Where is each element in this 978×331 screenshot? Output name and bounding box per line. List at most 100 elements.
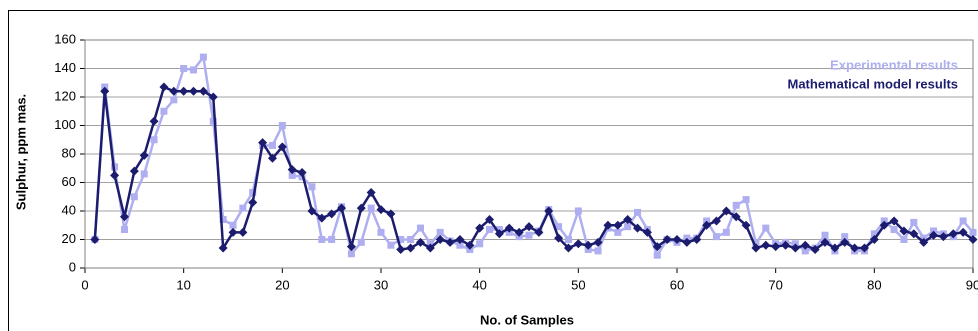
marker [347,250,355,258]
marker [198,86,208,96]
marker [830,243,840,253]
x-tick-label: 30 [374,277,388,292]
x-tick-label: 80 [867,277,881,292]
x-tick-label: 40 [472,277,486,292]
marker [948,229,958,239]
marker [938,232,948,242]
marker [139,150,149,160]
marker [278,122,286,129]
marker [425,243,435,253]
marker [869,235,879,244]
marker [573,239,583,249]
marker [120,226,128,234]
marker [900,236,908,243]
marker [397,236,405,243]
marker [790,243,800,253]
marker [346,242,356,252]
marker [140,170,148,178]
marker [890,226,898,234]
marker [407,236,415,243]
marker [170,96,178,104]
marker [119,212,129,222]
y-tick-label: 160 [54,31,76,46]
marker [919,237,929,247]
marker [485,215,495,225]
marker [486,226,494,234]
marker [642,227,652,237]
marker [958,227,968,237]
marker [870,230,878,238]
marker [722,228,730,236]
marker [376,205,386,215]
marker [820,237,830,247]
marker [821,231,829,239]
marker [387,241,395,249]
marker [494,229,504,239]
marker [741,220,751,230]
marker [771,242,781,252]
marker [593,237,603,247]
marker [583,240,593,250]
marker [624,223,632,231]
marker [208,92,218,102]
marker [445,237,455,247]
marker [889,216,899,226]
marker [435,235,445,244]
marker [879,220,889,230]
marker [781,240,791,250]
legend-label: Experimental results [830,57,958,72]
marker [180,65,188,72]
marker [209,117,217,125]
marker [544,206,554,216]
marker [327,209,337,219]
marker [732,201,740,209]
marker [555,223,563,231]
marker [672,235,682,244]
marker [149,116,159,126]
marker [357,238,365,246]
x-tick-label: 20 [275,277,289,292]
marker [396,244,406,254]
y-tick-label: 100 [54,117,76,132]
marker [248,197,258,207]
marker [456,241,464,249]
marker [594,247,602,255]
marker [189,86,199,96]
x-tick-label: 60 [670,277,684,292]
y-tick-label: 40 [62,202,76,217]
marker [239,204,247,212]
marker [199,53,207,61]
marker [190,66,198,74]
marker [959,217,967,225]
y-tick-label: 140 [54,60,76,75]
marker [840,237,850,247]
marker [377,228,385,236]
marker [297,168,307,178]
marker [712,233,720,241]
marker [514,227,524,237]
marker [524,222,534,232]
marker [504,223,514,233]
marker [969,228,977,236]
marker [229,221,237,229]
marker [662,235,672,244]
marker [613,220,623,230]
marker [267,153,277,163]
legend-label: Mathematical model results [788,76,959,91]
marker [465,240,475,250]
marker [929,230,939,240]
marker [179,86,189,96]
marker [406,243,416,253]
marker [318,236,326,243]
marker [554,233,564,243]
x-tick-label: 70 [768,277,782,292]
marker [356,203,366,213]
marker [653,251,661,259]
marker [711,216,721,226]
x-tick-label: 90 [966,277,978,292]
marker [751,243,761,253]
marker [692,235,702,244]
marker [634,208,642,216]
marker [475,223,485,233]
